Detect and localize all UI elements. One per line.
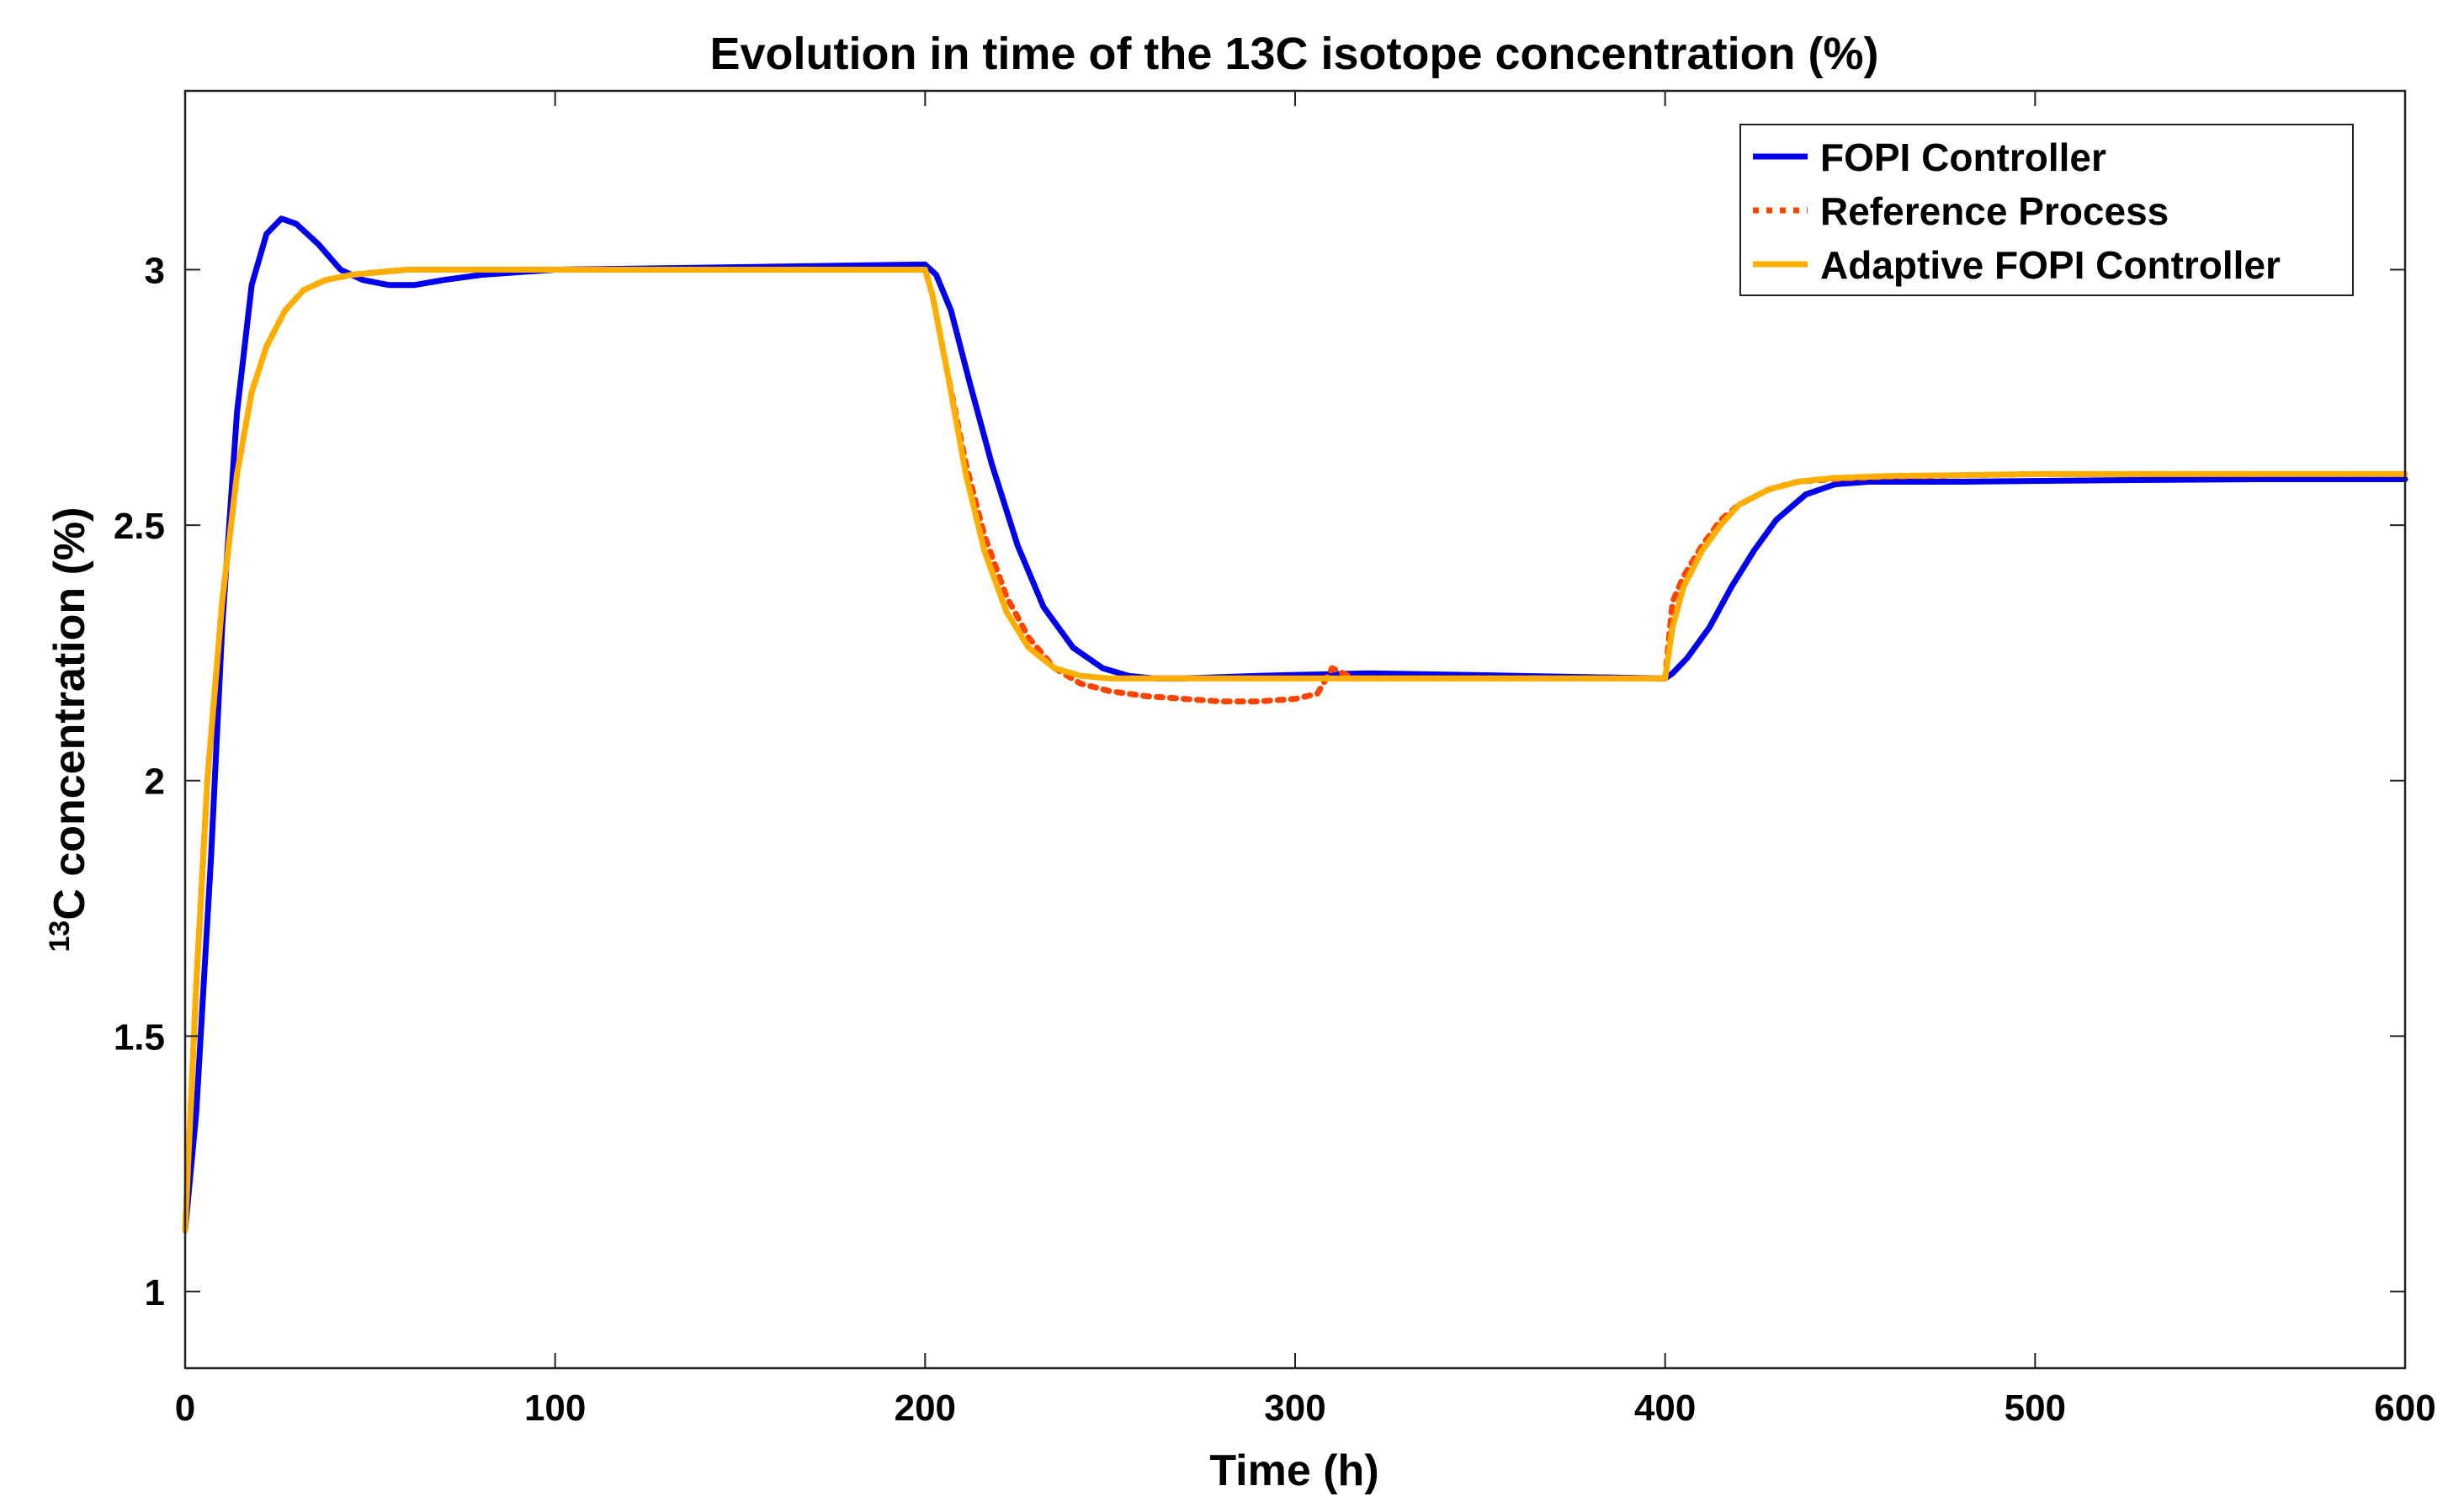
y-tick-label: 3 xyxy=(145,251,165,292)
legend: FOPI Controller Reference Process Adapti… xyxy=(1739,124,2354,296)
legend-label-adaptive-fopi-controller: Adaptive FOPI Controller xyxy=(1820,243,2281,287)
x-tick-label: 300 xyxy=(1264,1388,1325,1429)
legend-label-reference-process: Reference Process xyxy=(1820,189,2169,233)
x-tick-label: 500 xyxy=(2005,1388,2066,1429)
x-tick-label: 600 xyxy=(2374,1388,2435,1429)
y-axis-label-text: C concentration (%) xyxy=(45,507,94,921)
x-tick-label: 100 xyxy=(524,1388,586,1429)
y-tick-label: 2 xyxy=(145,761,165,803)
y-tick-label: 2.5 xyxy=(114,506,165,547)
x-tick-label: 0 xyxy=(175,1388,195,1429)
x-tick-label: 200 xyxy=(895,1388,956,1429)
y-tick-label: 1.5 xyxy=(114,1016,165,1058)
series-line-adaptive-fopi-controller xyxy=(182,267,2408,1234)
y-tick-label: 1 xyxy=(145,1272,165,1313)
y-axis-label-superscript: 13 xyxy=(44,921,76,952)
legend-label-fopi-controller: FOPI Controller xyxy=(1820,135,2106,179)
tick-layer: 0 100 200 300 400 500 600 1 1.5 2 2.5 3 xyxy=(114,91,2436,1429)
series-line-fopi-controller xyxy=(182,215,2408,1234)
x-axis-label: Time (h) xyxy=(1209,1446,1378,1495)
chart-title: Evolution in time of the 13C isotope con… xyxy=(709,29,1878,79)
y-axis-label: 13C concentration (%) xyxy=(44,507,94,952)
series-layer xyxy=(182,215,2408,1234)
legend-box xyxy=(1739,124,2354,296)
x-tick-label: 400 xyxy=(1634,1388,1696,1429)
